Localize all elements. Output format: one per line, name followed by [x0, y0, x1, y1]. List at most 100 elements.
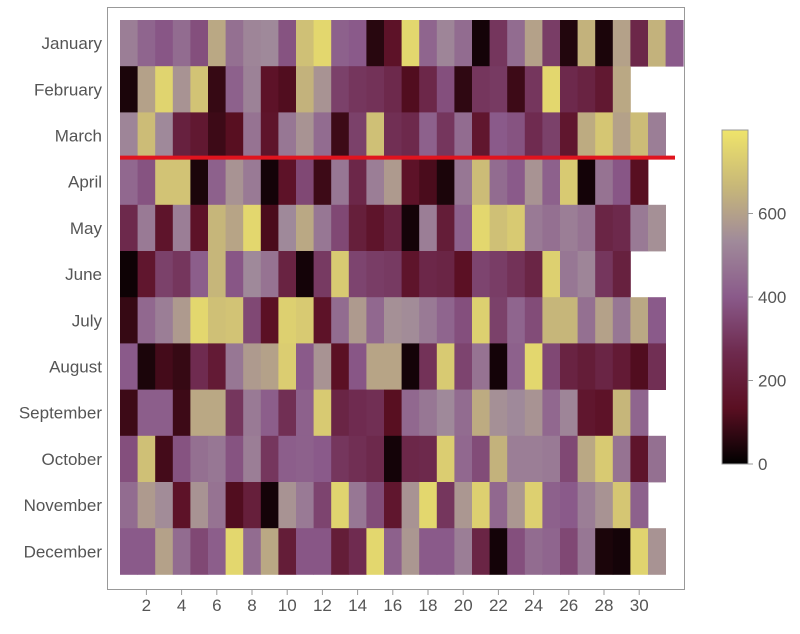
heatmap-cell — [348, 297, 367, 344]
heatmap-cell — [208, 251, 226, 298]
heatmap-cell — [313, 251, 332, 298]
heatmap-cell — [436, 66, 455, 113]
heatmap-cell — [366, 482, 385, 529]
heatmap-cell — [401, 112, 420, 159]
heatmap-cell — [507, 204, 526, 252]
heatmap-cell — [172, 297, 191, 344]
heatmap-cell — [137, 528, 156, 575]
heatmap-cell — [472, 20, 490, 67]
x-tick-label: 18 — [419, 596, 438, 615]
heatmap-cell — [507, 528, 526, 575]
colorbar-tick-label: 0 — [758, 455, 767, 474]
heatmap-cell — [454, 343, 473, 390]
heatmap-cell — [296, 251, 314, 298]
heatmap-cell — [454, 435, 473, 483]
heatmap-cell — [577, 204, 596, 252]
heatmap-cell — [489, 204, 508, 252]
heatmap-cell — [595, 435, 614, 483]
heatmap-cell — [243, 204, 262, 252]
heatmap-cell — [296, 204, 314, 252]
heatmap-cell — [313, 389, 332, 437]
heatmap-cell — [507, 66, 526, 113]
heatmap-cell — [560, 20, 578, 67]
month-label: January — [42, 34, 103, 53]
heatmap-cell — [472, 66, 490, 113]
heatmap-cell — [348, 389, 367, 437]
heatmap-cell — [366, 251, 385, 298]
heatmap-cell — [243, 297, 262, 344]
heatmap-cell — [172, 158, 191, 206]
heatmap-cell — [313, 528, 332, 575]
heatmap-cell — [348, 435, 367, 483]
heatmap-cell — [190, 528, 209, 575]
heatmap-cell — [190, 112, 209, 159]
heatmap-cell — [348, 204, 367, 252]
heatmap-cell — [577, 435, 596, 483]
heatmap-cell — [260, 204, 279, 252]
heatmap-cell — [401, 482, 420, 529]
heatmap-cell — [419, 20, 438, 67]
heatmap-cell — [278, 204, 297, 252]
heatmap-cell — [401, 343, 420, 390]
heatmap-cell — [120, 251, 138, 298]
heatmap-cell — [454, 482, 473, 529]
heatmap-cell — [137, 435, 156, 483]
heatmap-cell — [472, 343, 490, 390]
heatmap-cell — [225, 297, 244, 344]
heatmap-cell — [595, 528, 614, 575]
heatmap-cell — [120, 389, 138, 437]
month-label: September — [19, 404, 102, 423]
heatmap-cell — [366, 389, 385, 437]
heatmap-cell — [630, 482, 649, 529]
heatmap-cell — [612, 435, 631, 483]
heatmap-cell — [278, 343, 297, 390]
heatmap-cell — [454, 251, 473, 298]
heatmap-cell — [384, 66, 402, 113]
heatmap-cell — [260, 112, 279, 159]
heatmap-cell — [419, 528, 438, 575]
x-tick-label: 26 — [559, 596, 578, 615]
heatmap-cell — [648, 297, 666, 344]
heatmap-cell — [278, 297, 297, 344]
heatmap-cell — [524, 204, 543, 252]
heatmap-cell — [560, 158, 578, 206]
heatmap-cell — [278, 66, 297, 113]
heatmap-cell — [472, 482, 490, 529]
heatmap-cell — [348, 20, 367, 67]
x-tick-label: 8 — [247, 596, 256, 615]
heatmap-cell — [454, 204, 473, 252]
heatmap-cell — [225, 435, 244, 483]
month-label: October — [42, 450, 103, 469]
heatmap-cell — [436, 204, 455, 252]
heatmap-cell — [155, 20, 174, 67]
heatmap-cell — [472, 528, 490, 575]
heatmap-cell — [630, 389, 649, 437]
heatmap-cell — [595, 204, 614, 252]
heatmap-cell — [120, 158, 138, 206]
heatmap-cell — [208, 20, 226, 67]
heatmap-cell — [331, 389, 350, 437]
heatmap-cell — [542, 389, 561, 437]
heatmap-cell — [137, 482, 156, 529]
heatmap-cell — [120, 112, 138, 159]
heatmap-cell — [243, 251, 262, 298]
day-ticks: 2 4 6 8 10 12 14 16 18 20 22 24 26 28 30 — [142, 589, 649, 615]
heatmap-cell — [454, 112, 473, 159]
heatmap-cell — [296, 482, 314, 529]
heatmap-cell — [542, 251, 561, 298]
heatmap-cell — [489, 66, 508, 113]
heatmap-cell — [348, 482, 367, 529]
colorbar-tick-label: 400 — [758, 288, 786, 307]
heatmap-cell — [489, 112, 508, 159]
x-tick-label: 4 — [177, 596, 186, 615]
heatmap-cell — [296, 297, 314, 344]
heatmap-cell — [208, 297, 226, 344]
heatmap-cell — [524, 66, 543, 113]
x-tick-label: 6 — [212, 596, 221, 615]
colorbar-ticks: 0 200 400 600 — [748, 205, 786, 474]
month-label: June — [65, 265, 102, 284]
heatmap-cell — [507, 297, 526, 344]
month-label: November — [24, 496, 103, 515]
heatmap-cell — [208, 435, 226, 483]
